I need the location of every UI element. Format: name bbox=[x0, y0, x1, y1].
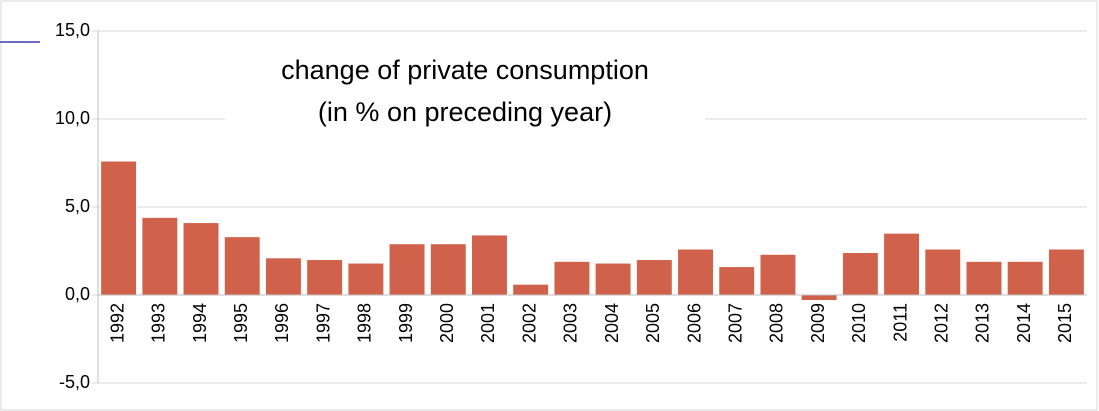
bar bbox=[430, 243, 467, 296]
bar bbox=[512, 284, 549, 296]
bar bbox=[471, 234, 508, 296]
x-tick-label: 1998 bbox=[355, 303, 375, 343]
x-tick-label: 2014 bbox=[1014, 303, 1034, 343]
bar bbox=[759, 254, 796, 296]
bar bbox=[801, 294, 838, 301]
x-tick-label: 2010 bbox=[849, 303, 869, 343]
bar bbox=[677, 248, 714, 296]
x-tick-label: 2013 bbox=[973, 303, 993, 343]
x-tick-label: 2007 bbox=[725, 303, 745, 343]
chart-title: change of private consumption bbox=[281, 55, 649, 85]
bar bbox=[595, 263, 632, 296]
x-tick-label: 2012 bbox=[932, 303, 952, 343]
x-tick-label: 1999 bbox=[396, 303, 416, 343]
y-tick-label: -5,0 bbox=[59, 372, 90, 392]
bar bbox=[224, 236, 261, 296]
y-tick-label: 15,0 bbox=[55, 20, 90, 40]
x-tick-label: 1992 bbox=[107, 303, 127, 343]
x-tick-label: 2008 bbox=[767, 303, 787, 343]
bar bbox=[966, 261, 1002, 296]
bar bbox=[183, 222, 219, 296]
bar bbox=[924, 248, 961, 296]
x-tick-label: 2004 bbox=[602, 303, 622, 343]
x-tick-label: 1993 bbox=[149, 303, 169, 343]
bar bbox=[306, 259, 343, 296]
bar bbox=[265, 257, 302, 296]
x-tick-label: 2006 bbox=[684, 303, 704, 343]
x-tick-label: 1997 bbox=[313, 303, 333, 343]
y-tick-label: 5,0 bbox=[65, 196, 90, 216]
x-tick-label: 2002 bbox=[519, 303, 539, 343]
x-tick-label: 2000 bbox=[437, 303, 457, 343]
title-background bbox=[225, 48, 705, 138]
bar bbox=[553, 261, 590, 296]
bar bbox=[883, 233, 920, 296]
x-tick-label: 2009 bbox=[808, 303, 828, 343]
bar bbox=[347, 263, 384, 296]
bar bbox=[1048, 248, 1085, 296]
bar bbox=[718, 266, 755, 296]
bar bbox=[389, 243, 426, 296]
y-tick-label: 10,0 bbox=[55, 108, 90, 128]
x-tick-label: 1996 bbox=[272, 303, 292, 343]
x-tick-label: 2015 bbox=[1055, 303, 1075, 343]
bar bbox=[141, 217, 178, 296]
bar bbox=[1007, 261, 1044, 296]
x-tick-label: 2001 bbox=[478, 303, 498, 343]
x-tick-label: 2005 bbox=[643, 303, 663, 343]
bar bbox=[636, 259, 673, 296]
chart-subtitle: (in % on preceding year) bbox=[318, 97, 612, 127]
x-tick-label: 1994 bbox=[190, 303, 210, 343]
bar bbox=[842, 252, 879, 296]
x-tick-label: 2003 bbox=[561, 303, 581, 343]
x-tick-label: 2011 bbox=[890, 303, 910, 342]
bar bbox=[100, 160, 137, 296]
x-tick-label: 1995 bbox=[231, 303, 251, 343]
y-tick-label: 0,0 bbox=[65, 284, 90, 304]
